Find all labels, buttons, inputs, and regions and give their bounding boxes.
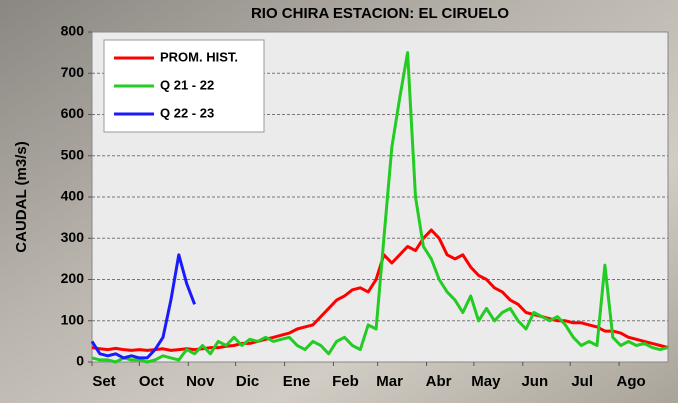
x-tick-label: Jul	[571, 373, 593, 390]
x-tick-label: Jun	[521, 373, 548, 390]
y-tick-label: 700	[61, 64, 85, 80]
x-tick-label: Nov	[186, 373, 215, 390]
y-axis-label: CAUDAL (m3/s)	[13, 141, 30, 252]
x-tick-label: Ene	[283, 373, 311, 390]
y-tick-label: 500	[61, 146, 85, 162]
y-tick-label: 100	[61, 311, 85, 327]
legend-label: Q 22 - 23	[160, 105, 214, 120]
y-tick-label: 400	[61, 188, 85, 204]
x-tick-label: Feb	[332, 373, 359, 390]
y-tick-label: 300	[61, 229, 85, 245]
y-tick-label: 800	[61, 23, 85, 39]
y-tick-label: 0	[76, 353, 84, 369]
x-tick-label: May	[471, 373, 501, 390]
series-line	[90, 253, 197, 360]
legend-label: Q 21 - 22	[160, 77, 214, 92]
x-tick-label: Ago	[616, 373, 645, 390]
legend-label: PROM. HIST.	[160, 49, 238, 64]
series-line	[91, 51, 669, 364]
x-tick-label: Set	[92, 373, 115, 390]
x-tick-label: Dic	[236, 373, 259, 390]
y-tick-label: 600	[61, 105, 85, 121]
x-tick-label: Mar	[376, 373, 403, 390]
chart-title: RIO CHIRA ESTACION: EL CIRUELO	[251, 5, 509, 22]
y-tick-label: 200	[61, 270, 85, 286]
x-tick-label: Abr	[426, 373, 452, 390]
x-tick-label: Oct	[139, 373, 164, 390]
